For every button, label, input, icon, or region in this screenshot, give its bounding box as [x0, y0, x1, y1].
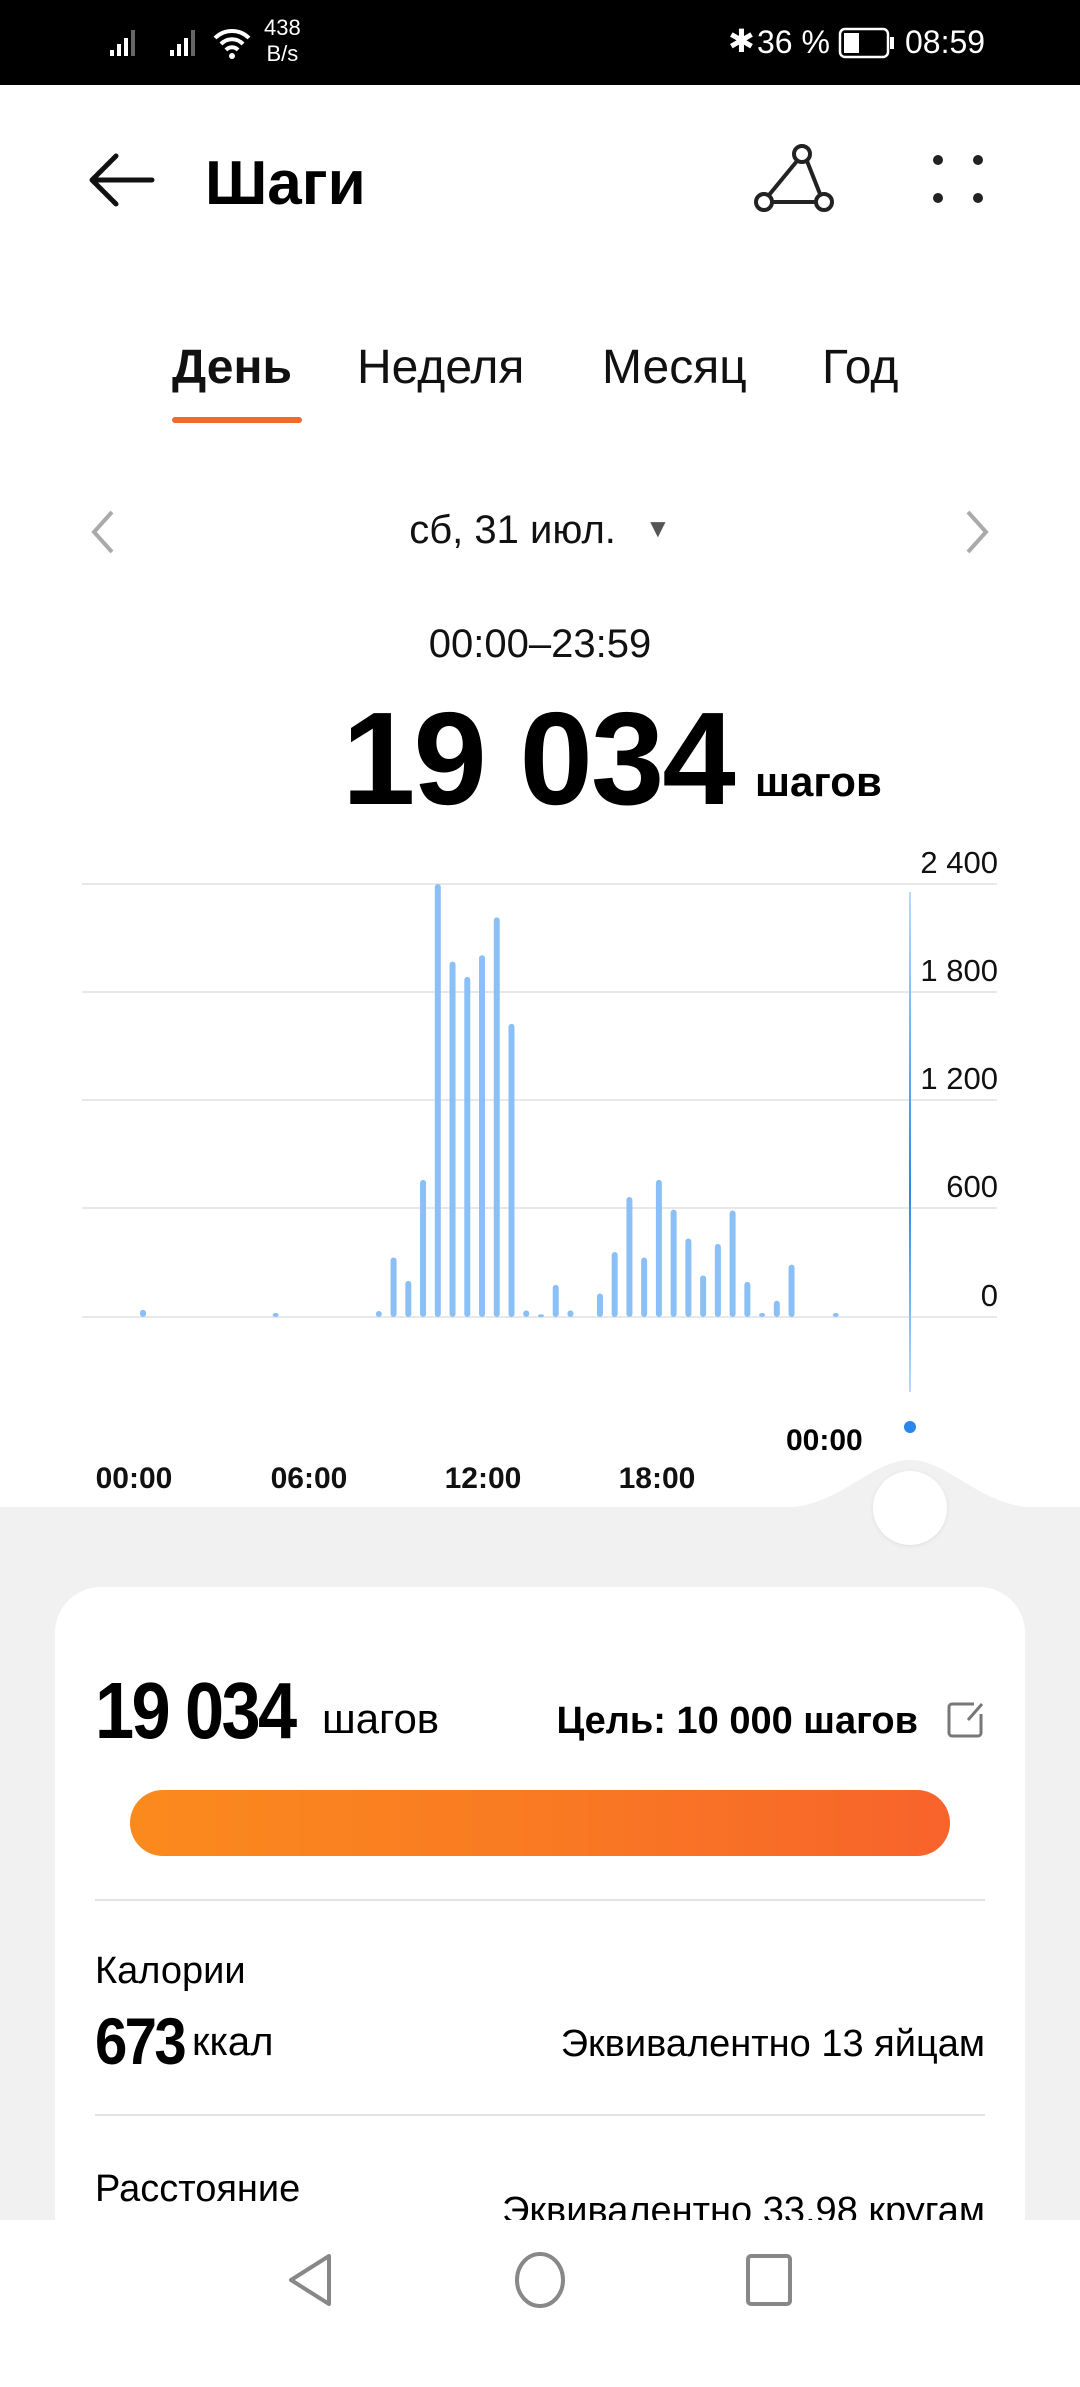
battery-percent: 36 % [757, 24, 830, 60]
tab-year[interactable]: Год [822, 341, 899, 394]
signal-icon-1 [110, 30, 135, 56]
bar-20:00[interactable] [729, 1210, 736, 1317]
bar-17:30[interactable] [655, 1179, 662, 1317]
goal-text: Цель: 10 000 шагов [556, 1700, 918, 1742]
total-steps: 19 034 [342, 685, 736, 832]
active-tab-indicator [172, 417, 302, 423]
share-icon[interactable] [752, 142, 838, 216]
network-speed-unit: B/s [266, 41, 299, 66]
divider [95, 2114, 985, 2116]
bar-19:00[interactable] [700, 1275, 707, 1317]
distance-label: Расстояние [95, 2168, 301, 2210]
x-tick-label: 18:00 [618, 1462, 696, 1495]
gridline-1800 [82, 991, 997, 993]
time-cursor-dot[interactable] [904, 1421, 916, 1433]
total-steps-unit: шагов [755, 758, 882, 805]
gridline-1200 [82, 1099, 997, 1101]
bar-10:00[interactable] [434, 884, 441, 1317]
bar-20:30[interactable] [744, 1281, 751, 1317]
bar-21:00[interactable] [759, 1313, 766, 1317]
bar-14:30[interactable] [567, 1310, 574, 1317]
bar-00:00[interactable] [140, 1309, 146, 1317]
x-tick-label: 12:00 [444, 1462, 522, 1495]
page-title: Шаги [205, 149, 366, 218]
bar-18:30[interactable] [685, 1238, 692, 1317]
bar-16:30[interactable] [626, 1197, 633, 1317]
time-cursor-line[interactable] [909, 892, 911, 1392]
goal-progress-fill [130, 1790, 950, 1856]
gridline-600 [82, 1207, 997, 1209]
bluetooth-icon: ✱ [728, 23, 755, 59]
bar-04:30[interactable] [272, 1313, 279, 1317]
tab-week[interactable]: Неделя [357, 341, 525, 394]
bar-13:00[interactable] [523, 1310, 530, 1317]
calories-label: Калории [95, 1950, 246, 1992]
bar-17:00[interactable] [641, 1257, 648, 1317]
x-tick-label: 06:00 [270, 1462, 348, 1495]
bar-09:30[interactable] [420, 1179, 427, 1317]
time-slider-handle[interactable] [873, 1471, 947, 1545]
previous-day-chevron-icon[interactable] [88, 508, 118, 556]
bar-23:30[interactable] [832, 1313, 839, 1317]
gridline-2400 [82, 883, 997, 885]
nav-back-icon[interactable] [285, 2252, 335, 2308]
divider [95, 1899, 985, 1901]
bar-11:30[interactable] [479, 955, 486, 1317]
battery-icon [838, 27, 894, 59]
calories-value: 673 [95, 2004, 187, 2078]
bar-21:30[interactable] [773, 1300, 780, 1317]
nav-home-icon[interactable] [512, 2250, 568, 2310]
y-tick-label: 1 800 [920, 953, 998, 988]
x-tick-label: 00:00 [95, 1462, 173, 1495]
y-tick-label: 2 400 [920, 845, 998, 880]
tab-month[interactable]: Месяц [602, 341, 747, 394]
bar-11:00[interactable] [464, 976, 471, 1317]
bar-12:00[interactable] [493, 917, 500, 1317]
bar-08:00[interactable] [375, 1311, 382, 1317]
system-nav-bar [0, 2220, 1080, 2340]
y-tick-label: 600 [946, 1169, 998, 1204]
clock: 08:59 [905, 24, 986, 60]
card-steps-value: 19 034 [95, 1666, 297, 1755]
edit-goal-icon[interactable] [946, 1700, 986, 1740]
next-day-chevron-icon[interactable] [962, 508, 992, 556]
bar-22:00[interactable] [788, 1264, 795, 1317]
bar-15:30[interactable] [596, 1293, 603, 1317]
selected-date[interactable]: сб, 31 июл. [409, 508, 616, 552]
bar-16:00[interactable] [611, 1252, 618, 1317]
cursor-time-label: 00:00 [786, 1424, 863, 1457]
calories-unit: ккал [192, 2020, 274, 2064]
bar-14:00[interactable] [552, 1284, 559, 1317]
bar-13:30[interactable] [537, 1314, 544, 1318]
bar-19:30[interactable] [714, 1243, 721, 1317]
status-bar: 438 B/s ✱ 36 % 08:59 [0, 0, 1080, 85]
wifi-icon [213, 28, 251, 59]
bar-10:30[interactable] [449, 961, 456, 1317]
card-steps-unit: шагов [322, 1695, 440, 1742]
network-speed: 438 B/s [264, 15, 301, 67]
time-range: 00:00–23:59 [428, 622, 652, 666]
signal-icon-2 [170, 30, 195, 56]
date-selector[interactable]: сб, 31 июл. ▼ [340, 508, 740, 553]
dropdown-triangle-icon[interactable]: ▼ [645, 513, 671, 543]
bars-layer [140, 884, 839, 1318]
goal-progress-bar [130, 1790, 950, 1856]
network-speed-value: 438 [264, 15, 301, 40]
bar-08:30[interactable] [390, 1257, 397, 1317]
bar-18:00[interactable] [670, 1209, 677, 1317]
y-tick-label: 0 [980, 1278, 998, 1313]
more-options-icon[interactable] [928, 150, 988, 210]
y-tick-label: 1 200 [920, 1061, 998, 1096]
bar-09:00[interactable] [405, 1280, 412, 1317]
bar-12:30[interactable] [508, 1023, 515, 1317]
tab-day[interactable]: День [172, 341, 292, 394]
calories-equivalent: Эквивалентно 13 яйцам [560, 2023, 985, 2065]
nav-recents-icon[interactable] [744, 2252, 794, 2308]
back-arrow-icon[interactable] [86, 150, 156, 210]
